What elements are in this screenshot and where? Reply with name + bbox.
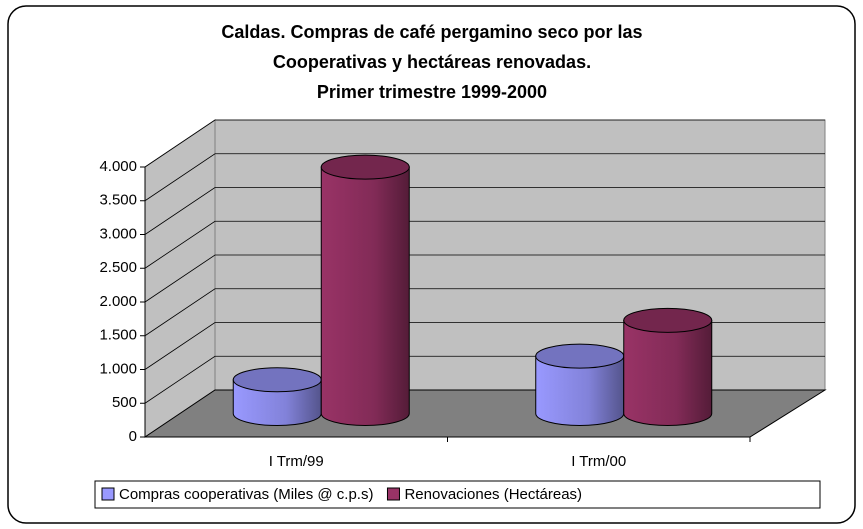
grid-line — [144, 153, 825, 202]
legend — [94, 480, 821, 509]
x-tick-label: I Trm/99 — [269, 453, 324, 470]
bar-top — [535, 343, 625, 369]
chart-title: Primer trimestre 1999-2000 — [317, 82, 547, 102]
bar-body — [320, 166, 410, 426]
bar — [535, 343, 625, 426]
bar-top — [320, 154, 410, 180]
bar — [623, 307, 713, 426]
y-tick-label: 4.000 — [99, 158, 137, 175]
legend-label: Compras cooperativas (Miles @ c.p.s) — [119, 486, 373, 503]
chart-title: Caldas. Compras de café pergamino seco p… — [221, 22, 642, 42]
legend-label: Renovaciones (Hectáreas) — [404, 486, 582, 503]
y-tick-label: 1.500 — [99, 327, 137, 344]
y-tick-label: 2.500 — [99, 259, 137, 276]
bar-body — [623, 319, 713, 426]
grid-line — [144, 220, 825, 269]
legend-swatch — [386, 487, 400, 501]
y-tick-label: 3.500 — [99, 192, 137, 209]
legend-swatch — [101, 487, 115, 501]
grid-line — [144, 288, 825, 337]
y-tick-label: 1.000 — [99, 360, 137, 377]
y-tick-label: 3.000 — [99, 225, 137, 242]
grid-line — [144, 254, 825, 303]
y-tick-label: 0 — [129, 428, 137, 445]
bar-top — [623, 307, 713, 333]
chart-title: Cooperativas y hectáreas renovadas. — [273, 52, 591, 72]
y-tick-label: 500 — [112, 394, 137, 411]
x-tick-label: I Trm/00 — [571, 453, 626, 470]
grid-line — [144, 187, 825, 235]
y-tick-label: 2.000 — [99, 293, 137, 310]
bar-top — [232, 367, 322, 393]
bar — [232, 367, 322, 426]
grid-line — [144, 322, 825, 370]
bar-body — [232, 379, 322, 426]
grid-line — [144, 119, 825, 168]
bar — [320, 154, 410, 426]
bar-body — [535, 355, 625, 426]
